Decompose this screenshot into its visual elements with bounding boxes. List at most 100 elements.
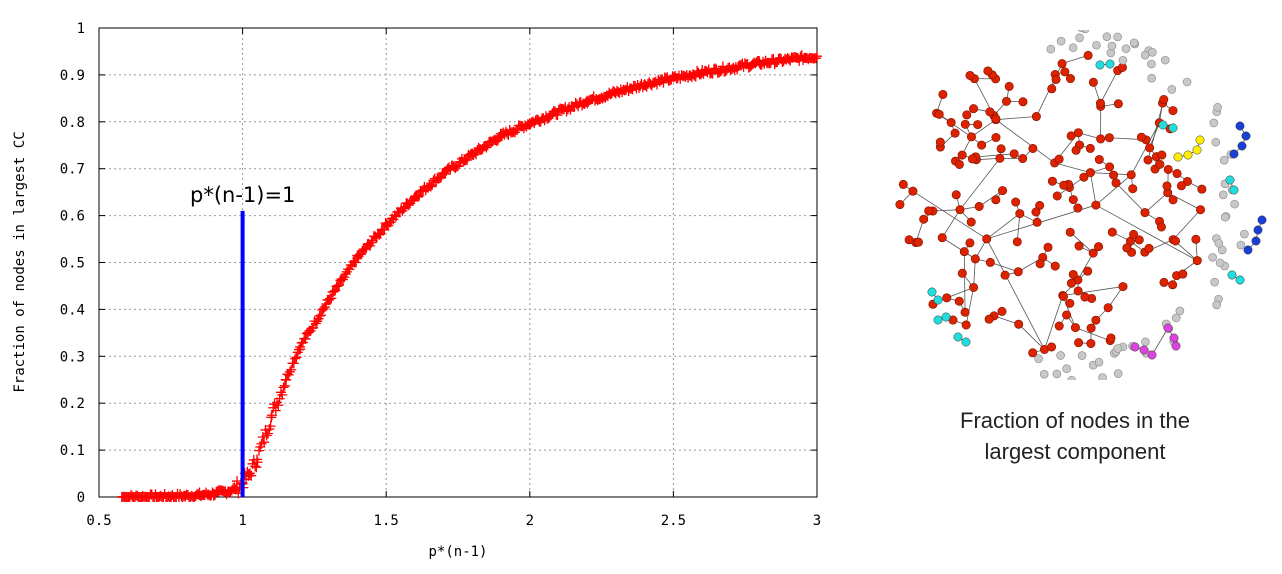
giant-node	[991, 133, 1001, 143]
giant-node	[974, 202, 984, 212]
giant-node	[966, 217, 976, 227]
giant-node	[1088, 248, 1098, 258]
isolated-node	[1213, 103, 1222, 112]
small-component-node	[1183, 150, 1193, 160]
giant-node	[973, 120, 983, 130]
giant-node	[1052, 191, 1062, 201]
giant-node	[1134, 235, 1144, 245]
y-tick-label: 1	[77, 21, 85, 37]
giant-node	[983, 66, 993, 76]
small-component-node	[961, 337, 971, 347]
small-component-node	[1147, 350, 1157, 360]
giant-node	[954, 296, 964, 306]
giant-node	[970, 254, 980, 264]
isolated-node	[1211, 137, 1221, 147]
giant-node	[1094, 155, 1104, 165]
graph-edge	[995, 119, 1055, 164]
isolated-node	[1077, 351, 1087, 360]
giant-node	[1032, 217, 1042, 227]
isolated-node	[1208, 253, 1217, 262]
giant-node	[1168, 280, 1178, 290]
isolated-node	[1102, 32, 1112, 41]
giant-node	[966, 132, 976, 142]
giant-node	[965, 238, 975, 248]
y-tick-label: 0.8	[60, 115, 85, 131]
giant-node	[1094, 242, 1104, 252]
giant-node	[1083, 266, 1093, 276]
isolated-node	[1067, 375, 1076, 380]
data-point-fill	[275, 387, 286, 398]
giant-node	[1095, 98, 1105, 108]
giant-node	[1051, 74, 1061, 84]
giant-node	[1105, 162, 1115, 172]
x-tick-label: 3	[813, 513, 821, 529]
data-point-fill	[481, 142, 492, 153]
small-component-node	[1225, 175, 1235, 185]
giant-node	[1155, 159, 1165, 169]
data-point-fill	[290, 353, 301, 364]
graph-edge	[971, 119, 997, 138]
isolated-node	[1218, 190, 1228, 200]
giant-node	[1178, 269, 1188, 279]
y-tick-label: 0.7	[60, 162, 85, 178]
giant-node	[1085, 143, 1095, 153]
graph-edge	[1115, 182, 1146, 213]
graph-nodes	[895, 30, 1267, 380]
x-tick-label: 2	[526, 513, 534, 529]
isolated-node	[1240, 229, 1249, 239]
graph-edge	[1044, 295, 1064, 350]
graph-edge	[1144, 192, 1168, 213]
giant-node	[985, 107, 995, 117]
data-point-fill	[341, 266, 352, 277]
graph-edge	[932, 209, 961, 212]
y-tick-label: 0.2	[60, 396, 85, 412]
giant-node	[1065, 298, 1075, 308]
giant-node	[985, 257, 995, 267]
giant-node	[961, 320, 971, 330]
isolated-node	[1182, 77, 1192, 87]
giant-node	[1118, 282, 1128, 292]
graph-edge	[973, 258, 976, 288]
graph-edge	[1095, 204, 1198, 261]
giant-node	[1071, 145, 1081, 155]
giant-node	[1018, 97, 1028, 107]
giant-node	[1182, 176, 1192, 186]
data-point-fill	[284, 366, 295, 377]
giant-node	[1068, 195, 1078, 205]
isolated-node	[1098, 373, 1107, 380]
threshold-annotation: p*(n-1)=1	[190, 183, 295, 207]
graph-edge	[912, 190, 987, 240]
data-point-fill	[243, 469, 254, 480]
isolated-node	[1113, 369, 1123, 378]
giant-node	[1145, 143, 1155, 153]
giant-node	[1109, 170, 1119, 180]
giant-node	[1157, 150, 1167, 160]
giant-node	[942, 293, 952, 303]
small-component-node	[1163, 323, 1173, 333]
giant-node	[1074, 338, 1084, 348]
isolated-node	[1092, 40, 1101, 50]
isolated-node	[1107, 41, 1117, 51]
giant-node	[955, 205, 965, 215]
small-component-node	[1229, 149, 1239, 159]
giant-node	[1191, 234, 1201, 244]
giant-node	[1111, 178, 1121, 188]
data-point-fill	[252, 457, 263, 468]
data-point-fill	[278, 382, 289, 393]
giant-node	[1047, 342, 1057, 352]
data-point-fill	[300, 333, 311, 344]
isolated-node	[1039, 369, 1049, 379]
graph-edge	[946, 287, 974, 299]
giant-node	[1086, 339, 1096, 349]
data-point-fill	[332, 280, 343, 291]
isolated-node	[1118, 56, 1128, 65]
data-point-fill	[433, 173, 444, 184]
data-point-fill	[493, 134, 504, 145]
giant-node	[1159, 277, 1169, 287]
small-component-node	[1168, 123, 1178, 133]
giant-node	[1091, 200, 1101, 210]
small-component-node	[933, 315, 943, 325]
giant-node	[1065, 227, 1075, 237]
giant-node	[1047, 176, 1057, 186]
giant-node	[991, 114, 1001, 124]
